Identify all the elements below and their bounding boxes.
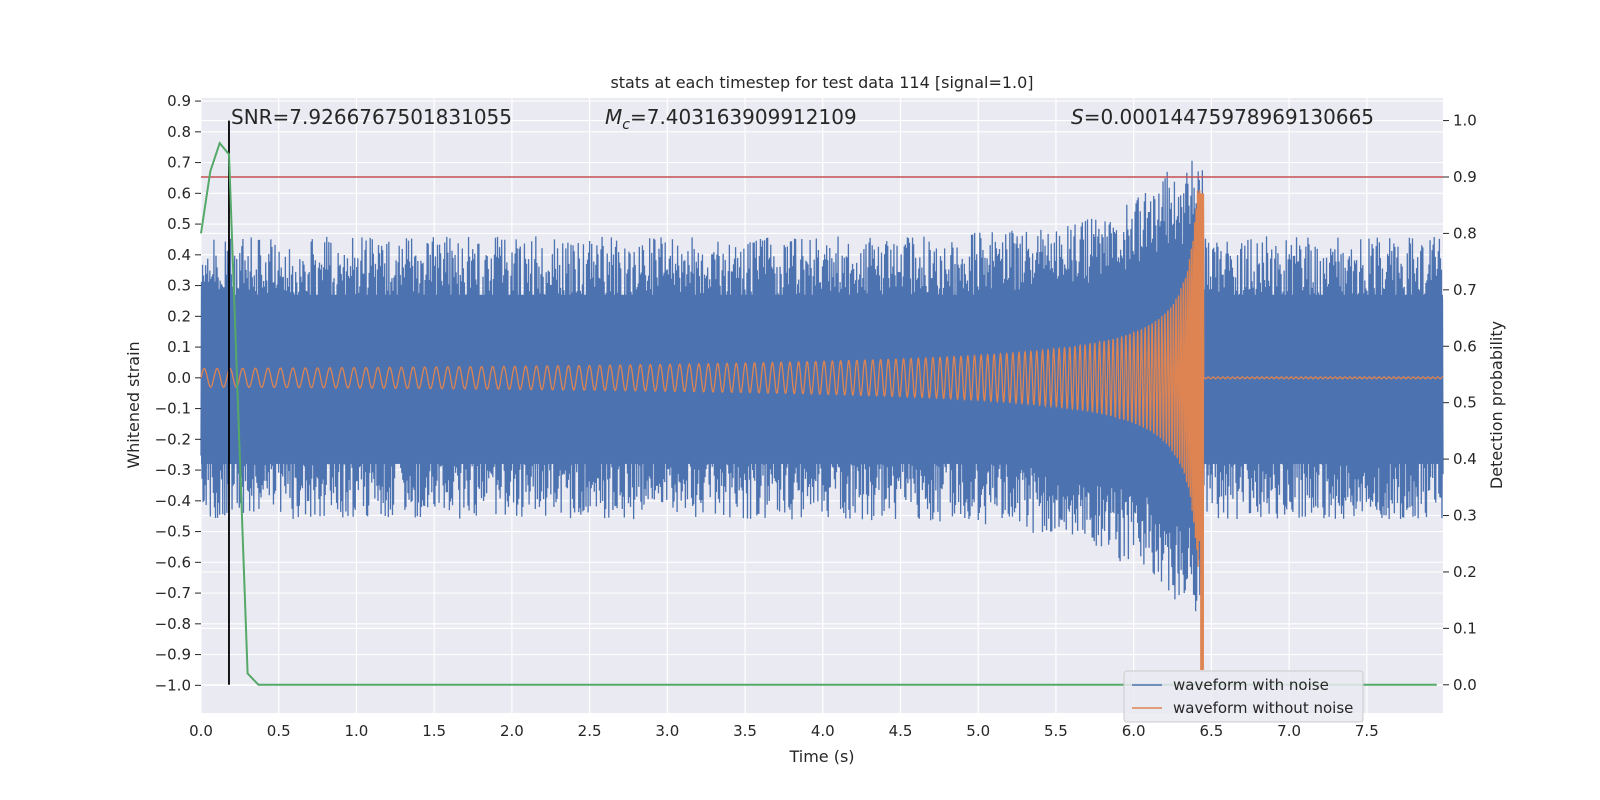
x-axis-label: Time (s) bbox=[788, 747, 854, 766]
y2-tick-label: 0.6 bbox=[1453, 337, 1477, 355]
y-tick-label: −0.4 bbox=[155, 492, 191, 510]
y-tick-label: −0.8 bbox=[155, 615, 191, 633]
y-axis-label: Whitened strain bbox=[124, 341, 143, 468]
x-tick-label: 6.5 bbox=[1199, 722, 1223, 740]
y-tick-label: −0.3 bbox=[155, 461, 191, 479]
x-tick-label: 4.5 bbox=[889, 722, 913, 740]
y-tick-label: 0.6 bbox=[167, 184, 191, 202]
y-tick-label: −0.2 bbox=[155, 430, 191, 448]
y2-tick-label: 0.3 bbox=[1453, 507, 1477, 525]
snr-annotation: SNR=7.9266767501831055 bbox=[231, 105, 512, 129]
x-tick-label: 2.0 bbox=[500, 722, 524, 740]
y2-tick-label: 1.0 bbox=[1453, 112, 1477, 130]
legend-box bbox=[1123, 670, 1364, 723]
chirp-mass-annotation: Mc=7.403163909912109 bbox=[605, 105, 857, 133]
y2-tick-label: 0.4 bbox=[1453, 450, 1477, 468]
x-tick-label: 7.5 bbox=[1355, 722, 1379, 740]
y-axis-ticks: 0.9 0.8 0.7 0.6 0.5 0.4 0.3 0.2 0.1 0.0 −0.1 −0.2 −0… bbox=[155, 92, 201, 694]
x-tick-label: 5.5 bbox=[1044, 722, 1068, 740]
y-tick-label: −0.5 bbox=[155, 523, 191, 541]
y2-tick-label: 0.0 bbox=[1453, 676, 1477, 694]
y2-tick-label: 0.2 bbox=[1453, 563, 1477, 581]
y-tick-label: −0.9 bbox=[155, 646, 191, 664]
significance-annotation: S=0.00014475978969130665 bbox=[1071, 105, 1374, 129]
y-tick-label: −0.1 bbox=[155, 400, 191, 418]
y2-tick-label: 0.8 bbox=[1453, 224, 1477, 242]
y-tick-label: 0.0 bbox=[167, 369, 191, 387]
x-tick-label: 1.5 bbox=[422, 722, 446, 740]
x-tick-label: 5.0 bbox=[966, 722, 990, 740]
x-axis-ticks: 0.0 0.5 1.0 1.5 2.0 2.5 3.0 3.5 4.0 4.5 5.0 5.5 6.0 6… bbox=[189, 722, 1379, 740]
x-tick-label: 7.0 bbox=[1277, 722, 1301, 740]
significance-symbol: S bbox=[1071, 105, 1084, 129]
noisy-waveform-line bbox=[200, 160, 1444, 612]
y-tick-label: 0.8 bbox=[167, 123, 191, 141]
y-tick-label: −0.6 bbox=[155, 553, 191, 571]
x-tick-label: 2.5 bbox=[578, 722, 602, 740]
chart-title: stats at each timestep for test data 114… bbox=[610, 73, 1033, 92]
overlay-lines bbox=[200, 120, 1443, 686]
y2-axis-label: Detection probability bbox=[1487, 321, 1506, 489]
x-tick-label: 0.0 bbox=[189, 722, 213, 740]
y-tick-label: 0.3 bbox=[167, 277, 191, 295]
x-tick-label: 3.5 bbox=[733, 722, 757, 740]
detection-probability-line bbox=[200, 141, 1437, 686]
chirp-mass-value: =7.403163909912109 bbox=[630, 105, 857, 129]
chirp-mass-subscript: c bbox=[622, 117, 630, 133]
y-tick-label: −0.7 bbox=[155, 584, 191, 602]
y-tick-label: 0.9 bbox=[167, 92, 191, 110]
y-tick-label: 0.1 bbox=[167, 338, 191, 356]
x-tick-label: 3.0 bbox=[655, 722, 679, 740]
y2-axis-ticks: 1.0 0.9 0.8 0.7 0.6 0.5 0.4 0.3 0.2 0.1 0.0 bbox=[1443, 112, 1477, 694]
y-tick-label: 0.2 bbox=[167, 307, 191, 325]
y-tick-label: −1.0 bbox=[155, 676, 191, 694]
x-tick-label: 0.5 bbox=[267, 722, 291, 740]
x-tick-label: 1.0 bbox=[345, 722, 369, 740]
y2-tick-label: 0.5 bbox=[1453, 394, 1477, 412]
chirp-mass-symbol: M bbox=[605, 105, 622, 129]
y2-tick-label: 0.9 bbox=[1453, 168, 1477, 186]
x-tick-label: 6.0 bbox=[1122, 722, 1146, 740]
legend-label-noisy: waveform with noise bbox=[1173, 676, 1329, 694]
y-tick-label: 0.5 bbox=[167, 215, 191, 233]
significance-value: =0.00014475978969130665 bbox=[1084, 105, 1374, 129]
x-tick-label: 4.0 bbox=[811, 722, 835, 740]
y-tick-label: 0.7 bbox=[167, 154, 191, 172]
legend: waveform with noise waveform without noi… bbox=[1123, 670, 1364, 723]
y2-tick-label: 0.7 bbox=[1453, 281, 1477, 299]
y-tick-label: 0.4 bbox=[167, 246, 191, 264]
y2-tick-label: 0.1 bbox=[1453, 619, 1477, 637]
legend-label-clean: waveform without noise bbox=[1173, 699, 1353, 717]
clean-waveform-line bbox=[200, 189, 1444, 670]
series-waveform-without-noise bbox=[200, 189, 1444, 670]
